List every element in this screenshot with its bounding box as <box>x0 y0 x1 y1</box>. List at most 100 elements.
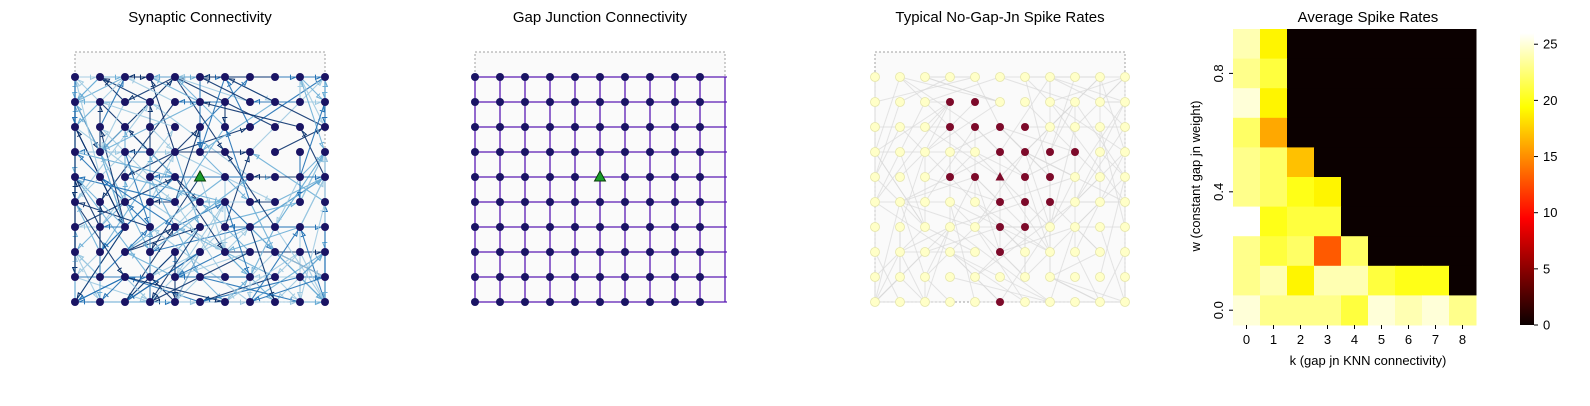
synaptic-node <box>71 98 79 106</box>
synaptic-node <box>321 148 329 156</box>
colorbar-tick-label: 0 <box>1543 318 1550 333</box>
synaptic-edge-arrow <box>244 155 250 163</box>
spike-node-high <box>870 72 880 82</box>
gap-node <box>646 73 654 81</box>
synaptic-edge-arrow <box>142 105 149 112</box>
spike-node-high <box>1020 97 1030 107</box>
synaptic-edge <box>299 251 326 278</box>
synaptic-edge-arrow <box>101 192 108 199</box>
synaptic-edge-arrow <box>268 291 275 299</box>
spike-node-high <box>1045 97 1055 107</box>
heatmap-cell <box>1287 265 1315 296</box>
synaptic-edge <box>249 226 301 303</box>
synaptic-edge-arrow <box>76 105 83 113</box>
gap-node <box>646 198 654 206</box>
synaptic-edge <box>174 76 251 103</box>
heatmap-cell <box>1314 236 1342 267</box>
heatmap-x-tick-label: 4 <box>1351 332 1358 347</box>
spike-rates-nodes <box>870 72 1130 307</box>
synaptic-edge-arrow <box>319 105 325 113</box>
synaptic-edge <box>74 76 101 103</box>
synaptic-edge-arrow <box>164 228 172 235</box>
spike-edge <box>924 226 1001 253</box>
heatmap-cell <box>1449 58 1477 89</box>
spike-edge <box>1049 176 1076 228</box>
synaptic-edge <box>74 151 101 178</box>
spike-node-high <box>1095 122 1105 132</box>
synaptic-edge <box>124 176 226 253</box>
synaptic-edge-arrow <box>96 291 103 299</box>
synaptic-edge-arrow <box>314 99 322 106</box>
synaptic-edge-arrow <box>97 105 104 113</box>
heatmap-cell <box>1314 295 1342 326</box>
synaptic-edge-arrow <box>315 293 323 300</box>
synaptic-edge-arrow <box>153 198 161 205</box>
synaptic-edge-arrow <box>318 141 325 149</box>
synaptic-edge-arrow <box>321 291 328 299</box>
heatmap-x-tick-label: 6 <box>1405 332 1412 347</box>
heatmap-x-tick-label: 7 <box>1432 332 1439 347</box>
synaptic-edge-arrow <box>178 98 186 105</box>
spike-node-high <box>895 147 905 157</box>
spike-node-high <box>970 222 980 232</box>
synaptic-node <box>321 223 329 231</box>
gap-node <box>571 173 579 181</box>
heatmap-cell <box>1368 236 1396 267</box>
spike-edge <box>899 226 951 253</box>
spike-edge <box>899 101 976 178</box>
synaptic-edge-arrow <box>297 80 304 88</box>
synaptic-edge-arrow <box>276 216 282 224</box>
heatmap-cell <box>1395 295 1423 326</box>
gap-node <box>521 223 529 231</box>
gap-node <box>596 223 604 231</box>
synaptic-node <box>71 123 79 131</box>
gap-node <box>521 273 529 281</box>
synaptic-edge-arrow <box>72 255 79 263</box>
synaptic-node <box>196 123 204 131</box>
synaptic-node <box>271 298 279 306</box>
synaptic-edge-arrow <box>102 142 109 150</box>
synaptic-edge-arrow <box>153 173 161 180</box>
synaptic-edge <box>124 176 226 203</box>
gap-node <box>496 73 504 81</box>
gap-node <box>521 123 529 131</box>
gap-node <box>646 273 654 281</box>
spike-node-high <box>1070 72 1080 82</box>
synaptic-edge <box>174 126 226 203</box>
gap-node <box>571 98 579 106</box>
spike-edge <box>1024 101 1101 178</box>
gap-node <box>571 148 579 156</box>
gap-node <box>496 148 504 156</box>
heatmap-cell <box>1287 236 1315 267</box>
spike-node-high <box>1095 72 1105 82</box>
synaptic-edge-arrow <box>102 242 109 250</box>
gap-node <box>471 123 479 131</box>
spike-edge <box>974 151 1026 178</box>
synaptic-node <box>246 298 254 306</box>
gap-node <box>496 173 504 181</box>
synaptic-node <box>271 148 279 156</box>
gap-node <box>471 248 479 256</box>
gap-node <box>696 98 704 106</box>
synaptic-edge-arrow <box>241 229 248 237</box>
synaptic-node <box>171 298 179 306</box>
spike-node-high <box>1045 272 1055 282</box>
synaptic-edge-arrow <box>214 244 222 251</box>
synaptic-edge-arrow <box>226 80 233 88</box>
synaptic-edge <box>124 151 151 228</box>
synaptic-node <box>96 148 104 156</box>
synaptic-node <box>221 73 229 81</box>
heatmap-cell <box>1422 147 1450 178</box>
spike-edge <box>1049 101 1126 203</box>
synaptic-edge <box>174 251 251 278</box>
spike-edge <box>874 126 901 178</box>
synaptic-edge-arrow <box>203 73 211 80</box>
spike-node-high <box>1070 222 1080 232</box>
synaptic-node <box>221 298 229 306</box>
synaptic-node <box>221 173 229 181</box>
gap-node <box>471 198 479 206</box>
synaptic-edge-arrow <box>76 291 83 299</box>
spike-node-high <box>1045 72 1055 82</box>
gap-node <box>696 223 704 231</box>
heatmap-cell <box>1341 206 1369 237</box>
